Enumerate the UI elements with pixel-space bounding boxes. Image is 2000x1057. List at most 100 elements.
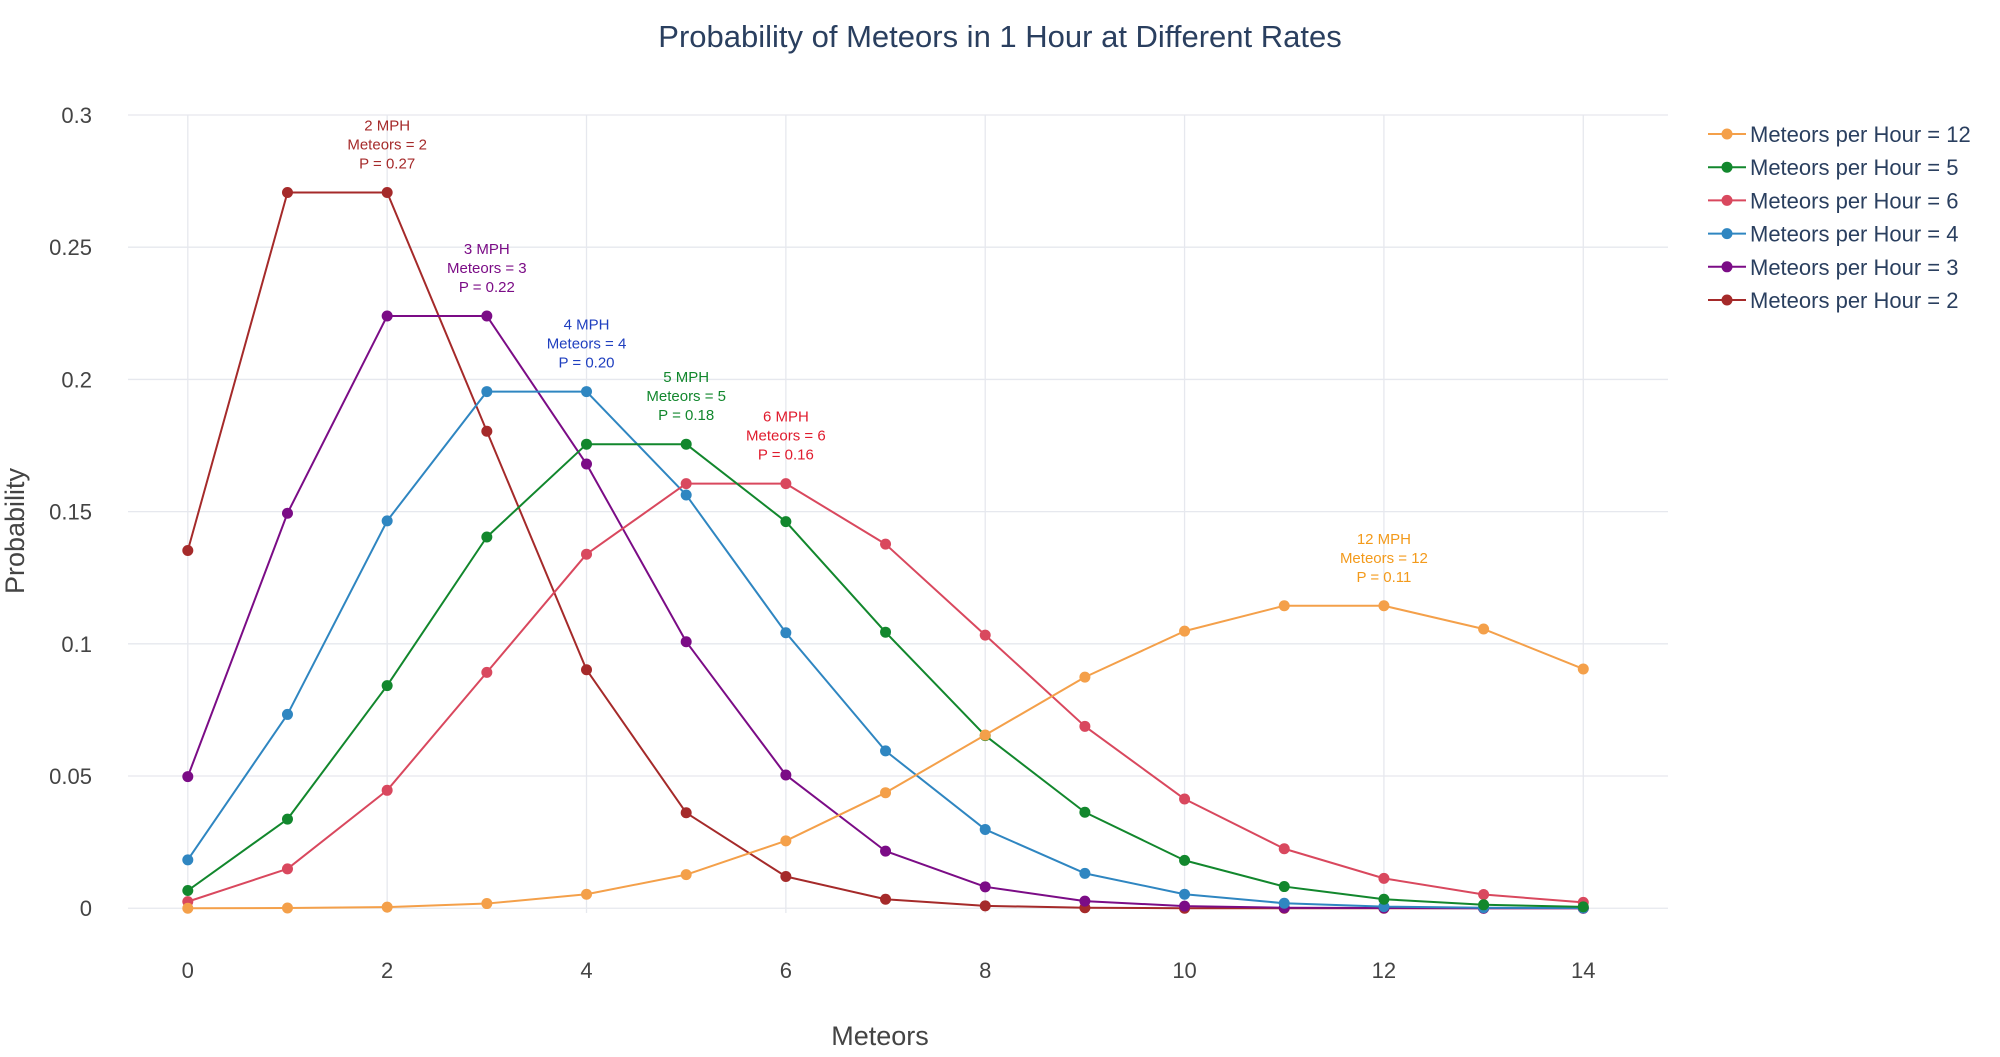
- data-point: [481, 666, 493, 678]
- data-point: [481, 425, 493, 437]
- y-tick-label: 0.1: [61, 632, 92, 657]
- series-meteors-per-hour-6: [182, 478, 1589, 908]
- legend-swatch-marker: [1721, 228, 1733, 240]
- data-point: [1278, 600, 1290, 612]
- annotation: 2 MPH Meteors = 2 P = 0.27: [347, 117, 427, 172]
- data-point: [1079, 806, 1091, 818]
- data-point: [381, 784, 393, 796]
- y-axis-title: Probability: [0, 467, 30, 594]
- legend-swatch-marker: [1721, 161, 1733, 173]
- legend-label: Meteors per Hour = 3: [1750, 255, 1958, 280]
- data-point: [481, 386, 493, 398]
- data-point: [281, 813, 293, 825]
- annotation-line: P = 0.22: [459, 279, 515, 296]
- data-point: [880, 626, 892, 638]
- data-point: [381, 680, 393, 692]
- data-point: [481, 310, 493, 322]
- series-line: [187, 443, 1584, 908]
- gridlines: [128, 114, 1668, 913]
- data-point: [979, 823, 991, 835]
- data-point: [381, 310, 393, 322]
- data-point: [182, 771, 194, 783]
- annotation-line: P = 0.11: [1356, 569, 1411, 586]
- data-point: [680, 636, 692, 648]
- legend-label: Meteors per Hour = 5: [1750, 155, 1958, 180]
- legend-swatch-marker: [1721, 261, 1733, 273]
- annotation-line: Meteors = 12: [1340, 550, 1428, 567]
- series-meteors-per-hour-3: [182, 310, 1589, 914]
- legend-swatch-marker: [1721, 194, 1733, 206]
- series-line: [186, 314, 1584, 910]
- legend-item[interactable]: Meteors per Hour = 6: [1708, 188, 1958, 213]
- data-point: [680, 807, 692, 819]
- legend-label: Meteors per Hour = 4: [1750, 222, 1958, 247]
- data-point: [880, 745, 892, 757]
- data-point: [680, 438, 692, 450]
- x-tick-label: 0: [182, 958, 194, 983]
- annotation-line: 2 MPH: [364, 117, 410, 134]
- y-tick-label: 0.15: [49, 500, 92, 525]
- data-point: [281, 708, 293, 720]
- series-meteors-per-hour-4: [182, 386, 1589, 914]
- annotation-line: Meteors = 2: [347, 136, 427, 153]
- legend-item[interactable]: Meteors per Hour = 4: [1708, 222, 1958, 247]
- data-point: [182, 902, 194, 914]
- data-point: [1179, 625, 1191, 637]
- data-point: [1577, 663, 1589, 675]
- data-point: [680, 489, 692, 501]
- y-tick-label: 0: [80, 896, 92, 921]
- data-point: [581, 438, 593, 450]
- legend-label: Meteors per Hour = 2: [1750, 288, 1958, 313]
- data-point: [281, 863, 293, 875]
- data-point: [1478, 888, 1490, 900]
- data-point: [481, 531, 493, 543]
- data-point: [281, 507, 293, 519]
- data-point: [780, 516, 792, 528]
- data-point: [780, 478, 792, 490]
- data-point: [680, 478, 692, 490]
- series-meteors-per-hour-5: [182, 438, 1589, 913]
- data-point: [880, 893, 892, 905]
- x-tick-label: 4: [580, 958, 592, 983]
- data-point: [979, 900, 991, 912]
- data-point: [581, 548, 593, 560]
- legend-item[interactable]: Meteors per Hour = 12: [1708, 122, 1971, 147]
- annotation-line: P = 0.18: [658, 407, 714, 424]
- data-point: [1179, 793, 1191, 805]
- series-line: [186, 390, 1584, 909]
- data-point: [1079, 671, 1091, 683]
- legend: Meteors per Hour = 12 Meteors per Hour = …: [1708, 122, 1971, 313]
- data-point: [381, 186, 393, 198]
- annotation-line: P = 0.27: [359, 155, 415, 172]
- data-point: [680, 869, 692, 881]
- data-point: [1478, 899, 1490, 911]
- data-point: [880, 787, 892, 799]
- annotation-line: 6 MPH: [763, 409, 809, 426]
- series-line: [187, 604, 1584, 910]
- legend-item[interactable]: Meteors per Hour = 3: [1708, 255, 1958, 280]
- legend-swatch-marker: [1721, 128, 1733, 140]
- y-tick-label: 0.25: [49, 235, 92, 260]
- x-tick-label: 12: [1372, 958, 1396, 983]
- annotation-line: P = 0.20: [558, 355, 614, 372]
- legend-item[interactable]: Meteors per Hour = 2: [1708, 288, 1958, 313]
- annotation-line: Meteors = 6: [746, 428, 826, 445]
- x-tick-label: 2: [381, 958, 393, 983]
- data-point: [880, 845, 892, 857]
- data-point: [780, 871, 792, 883]
- data-point: [182, 544, 194, 556]
- legend-item[interactable]: Meteors per Hour = 5: [1708, 155, 1958, 180]
- annotations: 2 MPH Meteors = 2 P = 0.27 3 MPH Meteors = 3…: [347, 117, 1428, 585]
- data-point: [1478, 623, 1490, 635]
- data-point: [581, 664, 593, 676]
- legend-label: Meteors per Hour = 6: [1750, 188, 1958, 213]
- data-point: [1079, 895, 1091, 907]
- annotation: 3 MPH Meteors = 3 P = 0.22: [447, 241, 527, 296]
- axis-ticks: 0 2 4 6 8 10 12 14 0 0.05 0.1 0.15 0.2 0.25 0.3: [49, 103, 1595, 983]
- legend-swatch-marker: [1721, 294, 1733, 306]
- data-point: [182, 885, 194, 897]
- annotation: 6 MPH Meteors = 6 P = 0.16: [746, 409, 826, 464]
- annotation-line: Meteors = 4: [547, 336, 627, 353]
